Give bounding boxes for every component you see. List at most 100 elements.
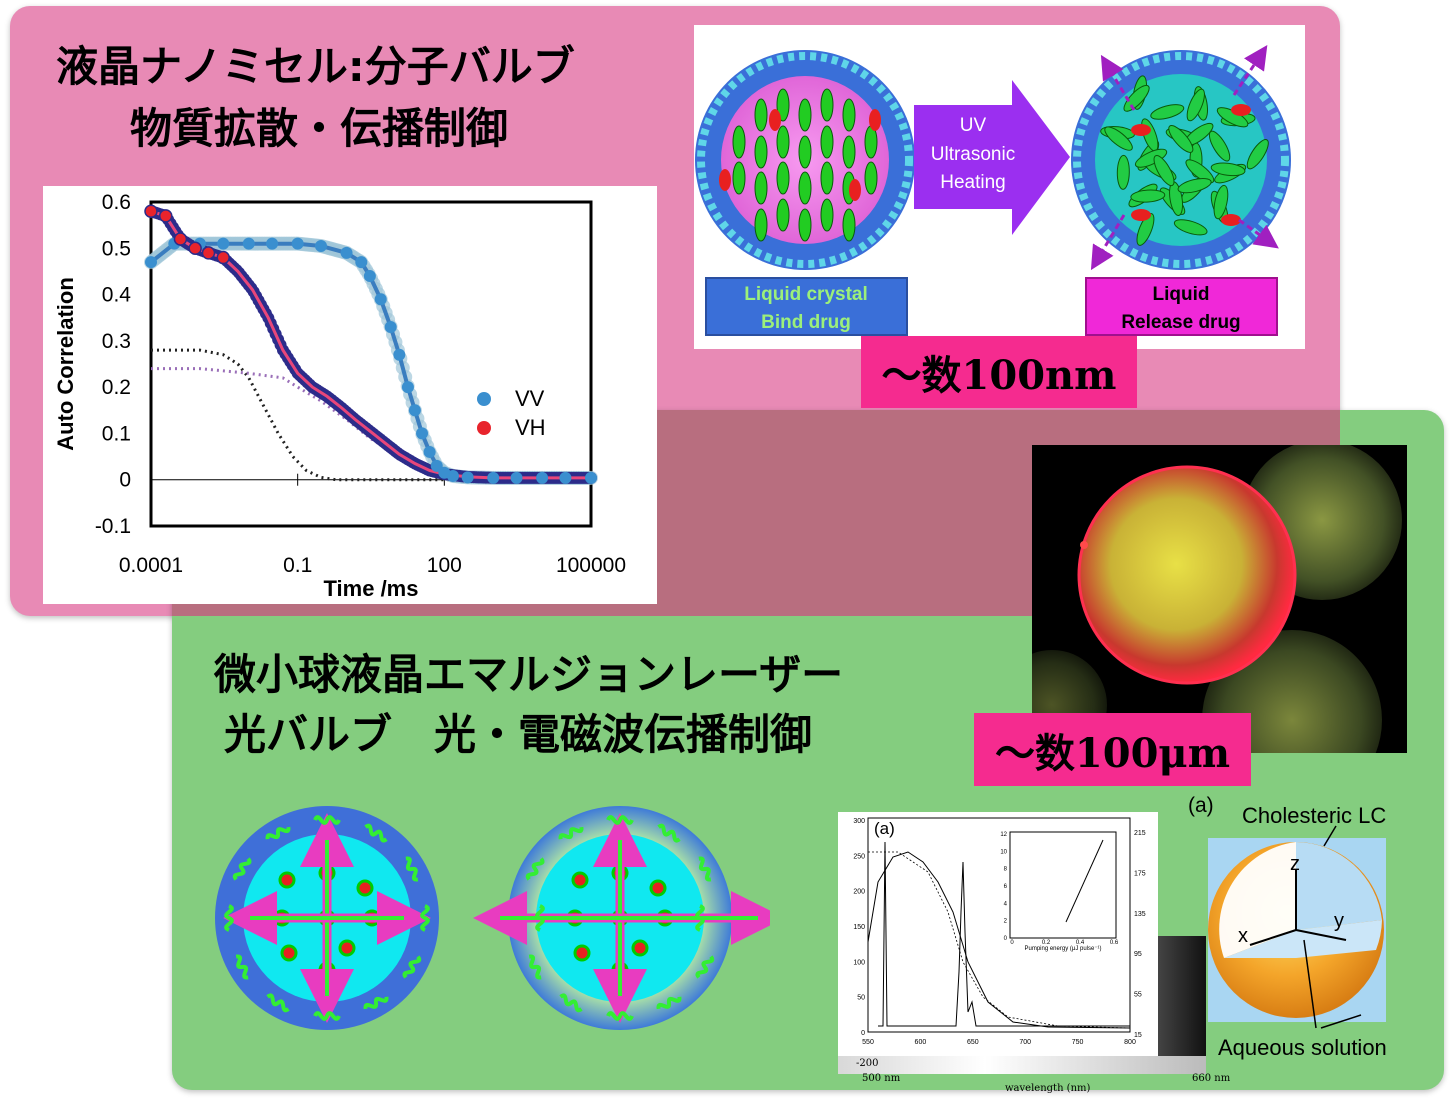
y-tick-label: 0.1 <box>102 422 131 445</box>
dye-molecule <box>571 871 589 889</box>
cholesteric-shell-diagram: (a) Cholesteric LC z x y Aqueous solutio… <box>1186 790 1416 1065</box>
emission-wave <box>698 856 712 882</box>
vv-data-point <box>416 427 429 440</box>
lc-molecule <box>820 198 834 232</box>
arrow-label-ultrasonic: Ultrasonic <box>931 144 1015 165</box>
spectrum-right-y-tick: 135 <box>1134 911 1146 918</box>
lc-molecule <box>1116 154 1130 190</box>
dye-molecule <box>280 944 298 962</box>
micelle-diagram: UV Ultrasonic Heating Liquid crystal Bin… <box>694 25 1305 349</box>
aqueous-solution-label: Aqueous solution <box>1218 1035 1387 1060</box>
dye-molecule <box>631 939 649 957</box>
vv-data-point <box>314 239 327 252</box>
x-axis-label: Time /ms <box>324 576 419 601</box>
vv-data-point <box>408 404 421 417</box>
emission-wave <box>266 993 290 1013</box>
lc-molecule <box>1104 126 1133 151</box>
lc-molecule <box>754 171 768 205</box>
drug-molecule <box>1131 209 1151 221</box>
inset-x-tick: 0.6 <box>1110 940 1119 946</box>
lc-molecule <box>798 171 812 205</box>
bind-label-line2: Bind drug <box>761 312 851 333</box>
laser-droplet-diagrams <box>210 800 785 1040</box>
vv-data-point <box>461 471 474 484</box>
lc-molecule <box>864 161 878 195</box>
lc-molecule <box>776 198 790 232</box>
drug-molecule <box>769 109 781 131</box>
release-label-line2: Release drug <box>1121 312 1240 333</box>
lc-molecule <box>1186 88 1205 122</box>
shell-panel-label: (a) <box>1188 794 1214 817</box>
spectrum-left-y-tick: 150 <box>853 924 865 931</box>
lc-molecule <box>732 125 746 159</box>
lc-molecule <box>776 125 790 159</box>
spectrum-left-y-tick: 50 <box>857 995 865 1002</box>
emission-wave <box>657 823 681 843</box>
component-curve-black <box>151 348 591 482</box>
lc-molecule <box>1150 104 1185 120</box>
inset-x-tick: 0 <box>1010 940 1014 946</box>
lc-molecule <box>842 98 856 132</box>
spectrum-right-y-tick: 175 <box>1134 870 1146 877</box>
dye-molecule <box>649 879 667 897</box>
vv-data-point <box>559 471 572 484</box>
vh-data-point <box>158 209 173 223</box>
vv-data-point <box>423 445 436 458</box>
inset-y-tick: 2 <box>1004 919 1008 925</box>
lc-molecule <box>798 135 812 169</box>
lc-molecule <box>842 208 856 242</box>
vv-data-point <box>487 471 500 484</box>
lc-molecule <box>820 88 834 122</box>
dye-molecule <box>278 871 296 889</box>
lc-molecule <box>1213 184 1229 220</box>
lc-molecule <box>1246 139 1269 170</box>
dye-molecule <box>338 939 356 957</box>
bottom-title-line2: 光バルブ 光・電磁波伝播制御 <box>224 710 813 759</box>
spectrum-x-tick: 650 <box>967 1039 979 1046</box>
vv-data-point <box>340 246 353 259</box>
vv-data-point <box>384 320 397 333</box>
vh-data-point <box>144 204 158 219</box>
micelle-svg: UV Ultrasonic Heating Liquid crystal Bin… <box>695 45 1291 336</box>
spectrum-right-y-tick: 215 <box>1134 830 1146 837</box>
strip-label-660nm: 660 nm <box>1192 1073 1231 1084</box>
emission-wave <box>695 904 705 932</box>
bound-micelle <box>695 50 915 270</box>
micro-size-badge: ～数100μm <box>974 713 1251 786</box>
lc-molecule <box>754 98 768 132</box>
emission-wave <box>606 1011 634 1021</box>
lc-molecule <box>732 161 746 195</box>
x-tick-label: 0.1 <box>283 554 312 577</box>
inset-x-tick: 0.2 <box>1042 940 1051 946</box>
vv-data-point <box>145 256 157 269</box>
emission-wave <box>235 954 249 980</box>
spectrum-x-tick: 700 <box>1019 1039 1031 1046</box>
lc-molecule <box>1177 177 1212 194</box>
vv-data-point <box>536 471 549 484</box>
strip-label-wavelength: wavelength (nm) <box>1005 1083 1091 1094</box>
isotropic-emission-droplet <box>215 806 439 1030</box>
inset-y-tick: 0 <box>1004 936 1008 942</box>
emission-spectrum: (a) 550 600 650 700 750 800 300 250 200 150 100 50 0… <box>838 812 1158 1056</box>
y-tick-label: 0.6 <box>102 191 131 214</box>
emission-wave <box>363 996 389 1010</box>
emission-wave <box>606 815 634 825</box>
lc-molecule <box>1173 219 1208 236</box>
bind-label-line1: Liquid crystal <box>744 284 868 305</box>
emission-wave <box>313 1011 341 1021</box>
vv-data-point <box>393 348 406 361</box>
emission-wave <box>232 857 252 881</box>
spectrum-strip-bottom <box>838 1056 1206 1074</box>
release-label-line1: Liquid <box>1153 284 1210 305</box>
vv-data-point <box>363 270 376 283</box>
emission-wave <box>224 904 234 932</box>
inset-y-tick: 12 <box>1000 832 1007 838</box>
spectrum-right-y-tick: 15 <box>1134 1032 1142 1039</box>
lc-molecule <box>1210 162 1246 177</box>
inset-x-tick: 0.4 <box>1076 940 1085 946</box>
emission-wave <box>535 904 545 932</box>
emission-wave <box>265 826 291 840</box>
release-drug-label-box <box>1085 277 1278 336</box>
top-title-line2: 物質拡散・伝播制御 <box>130 104 509 153</box>
emission-wave <box>656 996 682 1010</box>
